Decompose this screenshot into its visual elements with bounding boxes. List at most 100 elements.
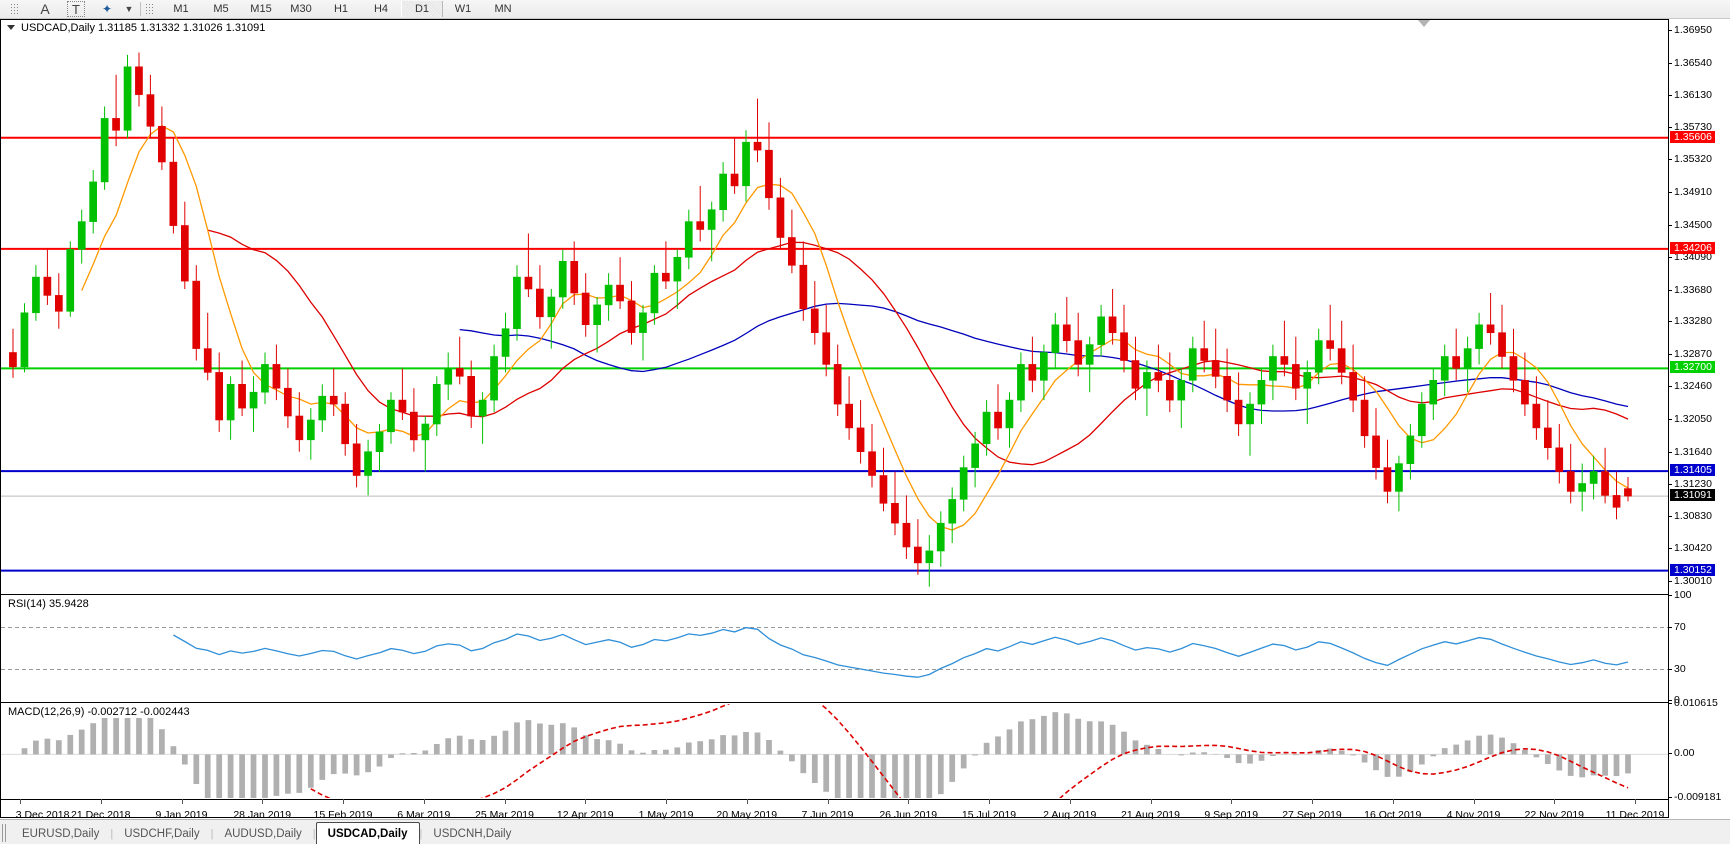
price-tag-blue: 1.31405 [1670, 464, 1715, 477]
price-tick: 1.35320 [1669, 154, 1712, 165]
price-tick: 1.36130 [1669, 90, 1712, 101]
candle-body [1463, 348, 1472, 369]
tab-audusd-daily[interactable]: AUDUSD,Daily [224, 828, 302, 840]
candle-body [1017, 364, 1025, 401]
macd-tick: 0.00 [1669, 748, 1694, 759]
candle-body [1509, 356, 1518, 381]
toolbar-divider [140, 2, 141, 16]
price-tick: 1.36950 [1669, 25, 1712, 36]
price-axis[interactable]: 1.36950 1.36540 1.36130 1.35730 1.35320 1.349… [1668, 19, 1730, 818]
candle-body [272, 364, 281, 389]
date-tickmark [908, 799, 910, 804]
candle-body [627, 300, 636, 333]
date-tickmark [666, 799, 667, 804]
date-tick-label: 2 Aug 2019 [1043, 809, 1097, 821]
candle-body [226, 383, 235, 421]
candle-body [158, 126, 166, 163]
macd-pane[interactable]: MACD(12,26,9) -0.002712 -0.002443 [1, 704, 1728, 798]
tab-usdcnh-daily[interactable]: USDCNH,Daily [433, 828, 512, 840]
candle-body [1624, 488, 1632, 497]
tab-usdchf-daily[interactable]: USDCHF,Daily [124, 828, 200, 840]
drawing-tools-icon[interactable]: ✦ [101, 2, 113, 16]
candle-body [1005, 399, 1014, 429]
macd-tick: -0.009181 [1669, 792, 1721, 803]
candle-body [20, 312, 29, 368]
candle-body [1475, 324, 1483, 349]
date-tick-label: 21 Dec 2018 [70, 809, 131, 821]
candle-body [742, 141, 750, 187]
timeframe-m1[interactable]: M1 [173, 3, 189, 15]
toolbar-grip[interactable] [145, 3, 155, 15]
tab-eurusd-daily[interactable]: EURUSD,Daily [22, 828, 100, 840]
rsi-pane[interactable]: RSI(14) 35.9428 [1, 596, 1728, 701]
moving-average-line [81, 125, 1629, 531]
rsi-tick: 30 [1669, 663, 1686, 675]
date-tick-label: 9 Jan 2019 [155, 809, 208, 821]
candle-body [432, 383, 441, 425]
candle-body [1269, 356, 1277, 381]
symbol-dropdown-arrow[interactable] [7, 25, 15, 30]
date-tickmark [1150, 799, 1152, 804]
date-tick-label: 22 Nov 2019 [1524, 809, 1585, 821]
date-tick-label: 6 Mar 2019 [397, 809, 451, 821]
candle-body [1440, 356, 1449, 381]
chart-scroll-marker[interactable] [1418, 20, 1430, 27]
candle-body [1223, 375, 1231, 401]
price-tick: 1.34500 [1669, 219, 1712, 231]
candle-body [1085, 344, 1094, 365]
date-tickmark [1635, 799, 1636, 804]
tab-usdcad-daily[interactable]: USDCAD,Daily [315, 822, 420, 844]
candle-body [112, 118, 120, 131]
timeframe-h1[interactable]: H1 [333, 3, 349, 15]
candle-body [1383, 467, 1392, 492]
macd-plot [1, 704, 1668, 798]
candle-body [879, 475, 888, 504]
timeframe-m15[interactable]: M15 [250, 3, 272, 15]
candle-body [856, 427, 865, 452]
macd-tick: 0.010615 [1669, 698, 1718, 709]
candle-body [787, 237, 796, 266]
candle-body [1303, 372, 1312, 389]
candle-body [249, 391, 258, 409]
rsi-label: RSI(14) 35.9428 [6, 598, 91, 610]
date-tick-label: 11 Dec 2019 [1605, 809, 1665, 821]
candle-body [616, 284, 624, 302]
date-tick-label: 1 May 2019 [638, 809, 694, 821]
candle-body [535, 288, 544, 318]
candle-body [902, 522, 911, 548]
chevron-down-icon[interactable]: ▼ [124, 4, 134, 14]
candle-body [66, 249, 75, 312]
timeframe-m30[interactable]: M30 [290, 3, 312, 15]
tab-divider: | [210, 828, 214, 840]
text-box-icon[interactable]: T [67, 1, 85, 17]
price-tick: 1.32460 [1669, 381, 1712, 392]
pane-divider-2 [1, 702, 1728, 703]
candle-body [822, 332, 831, 365]
timeframe-m5[interactable]: M5 [213, 3, 229, 15]
candle-body [215, 372, 224, 421]
candle-body [547, 296, 556, 318]
date-tick-label: 12 Apr 2019 [556, 809, 614, 821]
timeframe-w1[interactable]: W1 [454, 3, 472, 15]
timeframe-mn[interactable]: MN [494, 3, 512, 15]
candle-body [387, 399, 395, 433]
tabs-grip[interactable] [2, 824, 8, 842]
price-tick: 1.31640 [1669, 446, 1712, 458]
price-tick: 1.30010 [1669, 575, 1712, 587]
candle-body [1188, 348, 1197, 381]
candle-body [135, 66, 143, 95]
candle-body [501, 328, 510, 357]
date-tick-label: 3 Dec 2018 [15, 809, 70, 821]
timeframe-d1[interactable]: D1 [401, 1, 443, 17]
timeframe-h4[interactable]: H4 [373, 3, 389, 15]
chart-toolbar: A T ✦ ▼ M1 M5 M15 M30 H1 H4 D1 W1 MN [0, 0, 1730, 19]
date-tick-label: 21 Aug 2019 [1121, 809, 1180, 821]
crosshair-icon[interactable] [0, 0, 30, 18]
price-pane[interactable]: USDCAD,Daily 1.31185 1.31332 1.31026 1.3… [1, 20, 1728, 593]
price-tick: 1.36540 [1669, 57, 1712, 69]
candle-body [604, 284, 613, 306]
text-label-icon[interactable]: A [40, 1, 50, 17]
date-tick-label: 15 Jul 2019 [961, 809, 1017, 821]
candle-body [524, 276, 533, 290]
